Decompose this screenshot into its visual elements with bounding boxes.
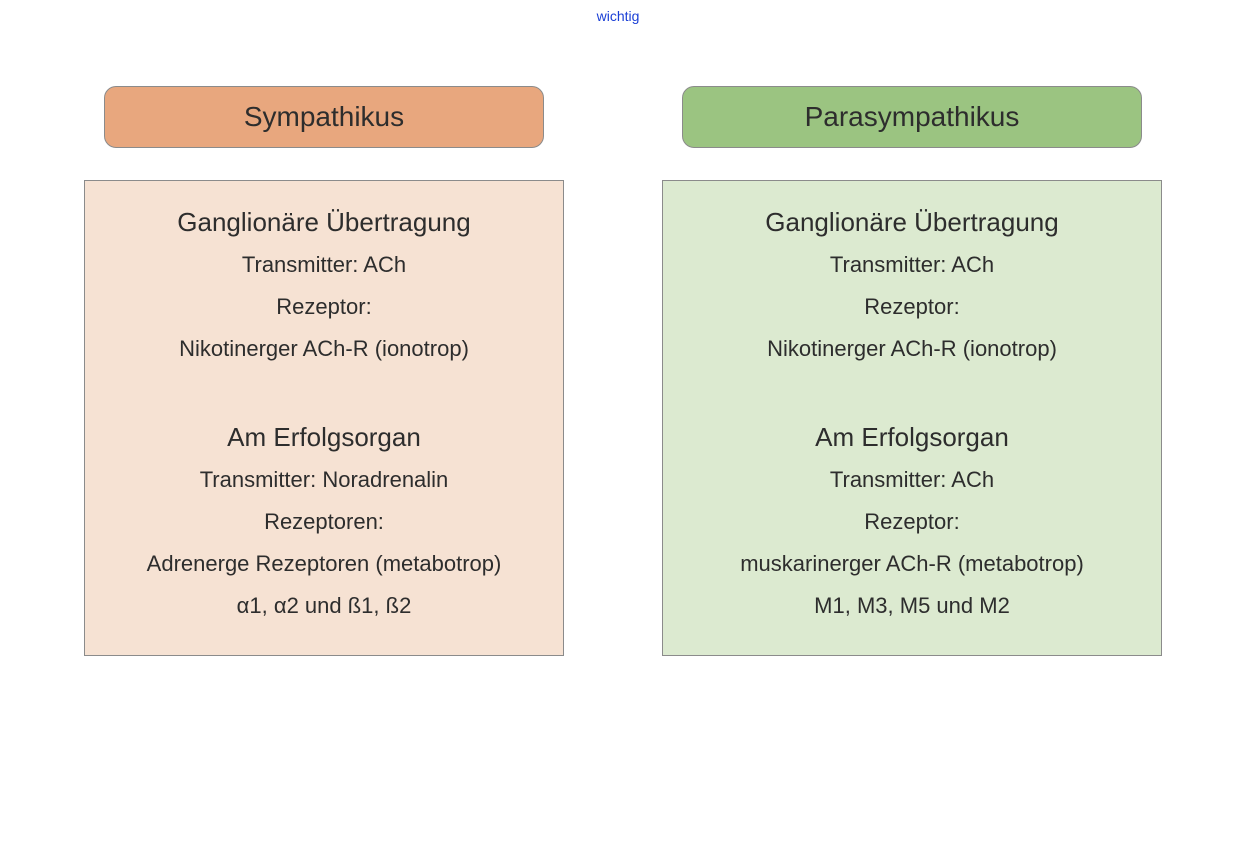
header-sympathikus: Sympathikus: [104, 86, 544, 148]
body-sympathikus: Ganglionäre Übertragung Transmitter: ACh…: [84, 180, 564, 656]
section-gap: [681, 378, 1143, 422]
section-line: Rezeptor:: [103, 294, 545, 320]
section-line: Transmitter: ACh: [681, 252, 1143, 278]
section-line: muskarinerger ACh-R (metabotrop): [681, 551, 1143, 577]
header-parasympathikus: Parasympathikus: [682, 86, 1142, 148]
section-line: Rezeptor:: [681, 294, 1143, 320]
top-label: wichtig: [0, 8, 1236, 24]
body-parasympathikus: Ganglionäre Übertragung Transmitter: ACh…: [662, 180, 1162, 656]
section-line: Transmitter: ACh: [681, 467, 1143, 493]
section-line: α1, α2 und ß1, ß2: [103, 593, 545, 619]
section-gap: [103, 378, 545, 422]
section-heading: Ganglionäre Übertragung: [103, 207, 545, 238]
section-line: Rezeptoren:: [103, 509, 545, 535]
section-line: Nikotinerger ACh-R (ionotrop): [103, 336, 545, 362]
section-heading: Ganglionäre Übertragung: [681, 207, 1143, 238]
section-line: Adrenerge Rezeptoren (metabotrop): [103, 551, 545, 577]
section-line: Transmitter: Noradrenalin: [103, 467, 545, 493]
section-line: M1, M3, M5 und M2: [681, 593, 1143, 619]
columns-container: Sympathikus Ganglionäre Übertragung Tran…: [54, 86, 1182, 656]
section-heading: Am Erfolgsorgan: [103, 422, 545, 453]
column-sympathikus: Sympathikus Ganglionäre Übertragung Tran…: [54, 86, 594, 656]
section-line: Rezeptor:: [681, 509, 1143, 535]
column-parasympathikus: Parasympathikus Ganglionäre Übertragung …: [642, 86, 1182, 656]
section-line: Transmitter: ACh: [103, 252, 545, 278]
diagram-canvas: wichtig Sympathikus Ganglionäre Übertrag…: [0, 0, 1236, 846]
section-heading: Am Erfolgsorgan: [681, 422, 1143, 453]
section-line: Nikotinerger ACh-R (ionotrop): [681, 336, 1143, 362]
